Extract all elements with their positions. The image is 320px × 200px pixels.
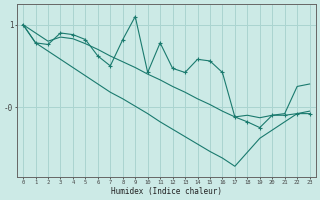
- X-axis label: Humidex (Indice chaleur): Humidex (Indice chaleur): [111, 187, 222, 196]
